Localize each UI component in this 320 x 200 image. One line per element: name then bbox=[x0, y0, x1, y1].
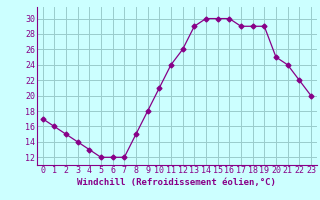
X-axis label: Windchill (Refroidissement éolien,°C): Windchill (Refroidissement éolien,°C) bbox=[77, 178, 276, 187]
